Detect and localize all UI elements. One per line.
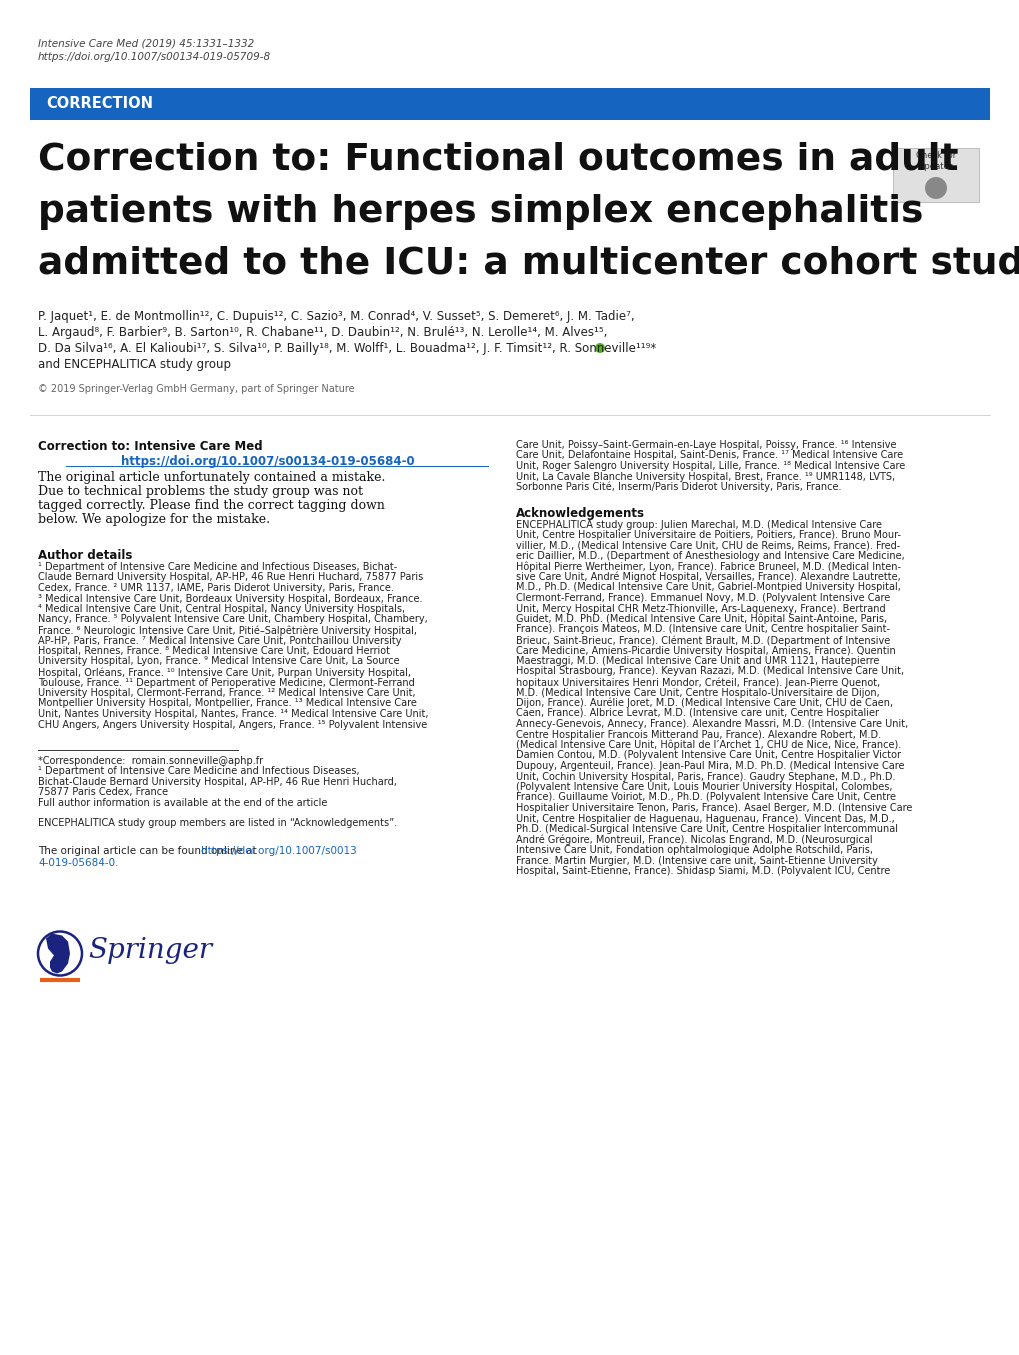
Text: villier, M.D., (Medical Intensive Care Unit, CHU de Reims, Reims, France). Fred-: villier, M.D., (Medical Intensive Care U… (516, 541, 900, 550)
Text: Care Unit, Poissy–Saint-Germain-en-Laye Hospital, Poissy, France. ¹⁶ Intensive: Care Unit, Poissy–Saint-Germain-en-Laye … (516, 440, 896, 450)
Text: Unit, Centre Hospitalier Universitaire de Poitiers, Poitiers, France). Bruno Mou: Unit, Centre Hospitalier Universitaire d… (516, 530, 900, 541)
Text: The original article unfortunately contained a mistake.: The original article unfortunately conta… (38, 472, 385, 484)
Text: Guidet, M.D. PhD. (Medical Intensive Care Unit, Hôpital Saint-Antoine, Paris,: Guidet, M.D. PhD. (Medical Intensive Car… (516, 614, 887, 625)
Text: M.D. (Medical Intensive Care Unit, Centre Hospitalo-Universitaire de Dijon,: M.D. (Medical Intensive Care Unit, Centr… (516, 687, 878, 698)
Text: Dijon, France). Aurélie Joret, M.D. (Medical Intensive Care Unit, CHU de Caen,: Dijon, France). Aurélie Joret, M.D. (Med… (516, 698, 893, 709)
Text: https://doi.org/10.1007/s00134-019-05709-8: https://doi.org/10.1007/s00134-019-05709… (38, 51, 271, 62)
Text: ENCEPHALITICA study group: Julien Marechal, M.D. (Medical Intensive Care: ENCEPHALITICA study group: Julien Marech… (516, 519, 881, 530)
Text: 4-019-05684-0.: 4-019-05684-0. (38, 858, 118, 867)
Text: Maestraggi, M.D. (Medical Intensive Care Unit and UMR 1121, Hautepierre: Maestraggi, M.D. (Medical Intensive Care… (516, 656, 878, 667)
Text: *Correspondence:  romain.sonneville@aphp.fr: *Correspondence: romain.sonneville@aphp.… (38, 756, 263, 766)
Text: Centre Hospitalier Francois Mitterand Pau, France). Alexandre Robert, M.D.: Centre Hospitalier Francois Mitterand Pa… (516, 729, 880, 740)
Text: Unit, Nantes University Hospital, Nantes, France. ¹⁴ Medical Intensive Care Unit: Unit, Nantes University Hospital, Nantes… (38, 709, 428, 720)
Text: (Polyvalent Intensive Care Unit, Louis Mourier University Hospital, Colombes,: (Polyvalent Intensive Care Unit, Louis M… (516, 782, 892, 793)
Text: AP-HP, Paris, France. ⁷ Medical Intensive Care Unit, Pontchaillou University: AP-HP, Paris, France. ⁷ Medical Intensiv… (38, 635, 401, 645)
Text: Full author information is available at the end of the article: Full author information is available at … (38, 798, 327, 808)
Text: Hospital, Saint-Etienne, France). Shidasp Siami, M.D. (Polyvalent ICU, Centre: Hospital, Saint-Etienne, France). Shidas… (516, 866, 890, 875)
Text: Intensive Care Med (2019) 45:1331–1332: Intensive Care Med (2019) 45:1331–1332 (38, 38, 254, 47)
Text: Acknowledgements: Acknowledgements (516, 507, 644, 519)
Text: France. Martin Murgier, M.D. (Intensive care unit, Saint-Etienne University: France. Martin Murgier, M.D. (Intensive … (516, 855, 877, 866)
Text: Dupouy, Argenteuil, France). Jean-Paul Mira, M.D. Ph.D. (Medical Intensive Care: Dupouy, Argenteuil, France). Jean-Paul M… (516, 762, 904, 771)
Polygon shape (46, 934, 70, 973)
Text: France). François Mateos, M.D. (Intensive care Unit, Centre hospitalier Saint-: France). François Mateos, M.D. (Intensiv… (516, 625, 890, 634)
Text: ³ Medical Intensive Care Unit, Bordeaux University Hospital, Bordeaux, France.: ³ Medical Intensive Care Unit, Bordeaux … (38, 593, 422, 603)
Text: Due to technical problems the study group was not: Due to technical problems the study grou… (38, 485, 363, 499)
Text: 75877 Paris Cedex, France: 75877 Paris Cedex, France (38, 787, 168, 798)
Text: and ENCEPHALITICA study group: and ENCEPHALITICA study group (38, 358, 230, 371)
Text: Unit, Mercy Hospital CHR Metz-Thionville, Ars-Laquenexy, France). Bertrand: Unit, Mercy Hospital CHR Metz-Thionville… (516, 603, 884, 614)
Text: University Hospital, Clermont-Ferrand, France. ¹² Medical Intensive Care Unit,: University Hospital, Clermont-Ferrand, F… (38, 688, 415, 698)
Text: admitted to the ICU: a multicenter cohort study: admitted to the ICU: a multicenter cohor… (38, 247, 1019, 282)
Text: University Hospital, Lyon, France. ⁹ Medical Intensive Care Unit, La Source: University Hospital, Lyon, France. ⁹ Med… (38, 657, 399, 667)
Text: Correction to: Intensive Care Med: Correction to: Intensive Care Med (38, 440, 262, 453)
Text: André Grégoire, Montreuil, France). Nicolas Engrand, M.D. (Neurosurgical: André Grégoire, Montreuil, France). Nico… (516, 835, 872, 846)
Circle shape (594, 343, 604, 354)
Text: The original article can be found online at: The original article can be found online… (38, 847, 260, 856)
Text: Hospital Strasbourg, France). Keyvan Razazi, M.D. (Medical Intensive Care Unit,: Hospital Strasbourg, France). Keyvan Raz… (516, 667, 903, 676)
Text: (Medical Intensive Care Unit, Hôpital de l’Archet 1, CHU de Nice, Nice, France).: (Medical Intensive Care Unit, Hôpital de… (516, 740, 901, 751)
Text: CORRECTION: CORRECTION (46, 96, 153, 111)
Bar (892, 148, 978, 202)
Text: Correction to: Functional outcomes in adult: Correction to: Functional outcomes in ad… (38, 142, 958, 178)
Text: ¹ Department of Intensive Care Medicine and Infectious Diseases, Bichat-: ¹ Department of Intensive Care Medicine … (38, 562, 396, 572)
Text: Annecy-Genevois, Annecy, France). Alexandre Massri, M.D. (Intensive Care Unit,: Annecy-Genevois, Annecy, France). Alexan… (516, 720, 907, 729)
Text: © 2019 Springer-Verlag GmbH Germany, part of Springer Nature: © 2019 Springer-Verlag GmbH Germany, par… (38, 383, 355, 394)
Text: Nancy, France. ⁵ Polyvalent Intensive Care Unit, Chambery Hospital, Chambery,: Nancy, France. ⁵ Polyvalent Intensive Ca… (38, 615, 427, 625)
Text: updates: updates (918, 163, 952, 171)
Text: Toulouse, France. ¹¹ Department of Perioperative Medicine, Clermont-Ferrand: Toulouse, France. ¹¹ Department of Perio… (38, 678, 415, 687)
Text: tagged correctly. Please find the correct tagging down: tagged correctly. Please find the correc… (38, 499, 384, 512)
Text: eric Daillier, M.D., (Department of Anesthesiology and Intensive Care Medicine,: eric Daillier, M.D., (Department of Anes… (516, 551, 904, 561)
Text: patients with herpes simplex encephalitis: patients with herpes simplex encephaliti… (38, 194, 922, 230)
Text: Unit, La Cavale Blanche University Hospital, Brest, France. ¹⁹ UMR1148, LVTS,: Unit, La Cavale Blanche University Hospi… (516, 472, 895, 481)
Text: Hospital, Orléans, France. ¹⁰ Intensive Care Unit, Purpan University Hospital,: Hospital, Orléans, France. ¹⁰ Intensive … (38, 667, 411, 678)
Text: CHU Angers, Angers University Hospital, Angers, France. ¹⁵ Polyvalent Intensive: CHU Angers, Angers University Hospital, … (38, 720, 427, 729)
Text: ⁴ Medical Intensive Care Unit, Central Hospital, Nancy University Hospitals,: ⁴ Medical Intensive Care Unit, Central H… (38, 604, 405, 614)
Text: Author details: Author details (38, 549, 132, 562)
Text: ¹ Department of Intensive Care Medicine and Infectious Diseases,: ¹ Department of Intensive Care Medicine … (38, 767, 360, 776)
Text: L. Argaud⁸, F. Barbier⁹, B. Sarton¹⁰, R. Chabane¹¹, D. Daubin¹², N. Brulé¹³, N. : L. Argaud⁸, F. Barbier⁹, B. Sarton¹⁰, R.… (38, 327, 606, 339)
Text: Montpellier University Hospital, Montpellier, France. ¹³ Medical Intensive Care: Montpellier University Hospital, Montpel… (38, 698, 417, 709)
Bar (30, 88, 989, 121)
Text: Cedex, France. ² UMR 1137, IAME, Paris Diderot University, Paris, France.: Cedex, France. ² UMR 1137, IAME, Paris D… (38, 583, 393, 593)
Text: below. We apologize for the mistake.: below. We apologize for the mistake. (38, 514, 270, 526)
Text: Hôpital Pierre Wertheimer, Lyon, France). Fabrice Bruneel, M.D. (Medical Inten-: Hôpital Pierre Wertheimer, Lyon, France)… (516, 561, 900, 572)
Text: Hospitalier Universitaire Tenon, Paris, France). Asael Berger, M.D. (Intensive C: Hospitalier Universitaire Tenon, Paris, … (516, 804, 911, 813)
Text: M.D., Ph.D. (Medical Intensive Care Unit, Gabriel-Montpied University Hospital,: M.D., Ph.D. (Medical Intensive Care Unit… (516, 583, 900, 592)
Text: Unit, Centre Hospitalier de Haguenau, Haguenau, France). Vincent Das, M.D.,: Unit, Centre Hospitalier de Haguenau, Ha… (516, 813, 894, 824)
Text: D. Da Silva¹⁶, A. El Kalioubi¹⁷, S. Silva¹⁰, P. Bailly¹⁸, M. Wolff¹, L. Bouadma¹: D. Da Silva¹⁶, A. El Kalioubi¹⁷, S. Silv… (38, 341, 655, 355)
Text: hopitaux Universitaires Henri Mondor, Créteil, France). Jean-Pierre Quenot,: hopitaux Universitaires Henri Mondor, Cr… (516, 678, 879, 687)
Text: Sorbonne Paris Cité, Inserm/Paris Diderot University, Paris, France.: Sorbonne Paris Cité, Inserm/Paris Didero… (516, 482, 841, 492)
Text: Clermont-Ferrand, France). Emmanuel Novy, M.D. (Polyvalent Intensive Care: Clermont-Ferrand, France). Emmanuel Novy… (516, 593, 890, 603)
Text: ENCEPHALITICA study group members are listed in “Acknowledgements”.: ENCEPHALITICA study group members are li… (38, 818, 396, 828)
Text: Bichat-Claude Bernard University Hospital, AP-HP, 46 Rue Henri Huchard,: Bichat-Claude Bernard University Hospita… (38, 776, 396, 787)
Text: Intensive Care Unit, Fondation ophtalmologique Adolphe Rotschild, Paris,: Intensive Care Unit, Fondation ophtalmol… (516, 846, 872, 855)
Text: Ph.D. (Medical-Surgical Intensive Care Unit, Centre Hospitalier Intercommunal: Ph.D. (Medical-Surgical Intensive Care U… (516, 824, 897, 833)
Text: Unit, Roger Salengro University Hospital, Lille, France. ¹⁸ Medical Intensive Ca: Unit, Roger Salengro University Hospital… (516, 461, 905, 472)
Text: Damien Contou, M.D. (Polyvalent Intensive Care Unit, Centre Hospitalier Victor: Damien Contou, M.D. (Polyvalent Intensiv… (516, 751, 900, 760)
Text: https://doi.org/10.1007/s00134-019-05684-0: https://doi.org/10.1007/s00134-019-05684… (121, 455, 415, 467)
Text: https://doi.org/10.1007/s0013: https://doi.org/10.1007/s0013 (201, 847, 357, 856)
Text: France. ⁶ Neurologic Intensive Care Unit, Pitié–Salpêtrière University Hospital,: France. ⁶ Neurologic Intensive Care Unit… (38, 625, 417, 635)
Text: Care Medicine, Amiens-Picardie University Hospital, Amiens, France). Quentin: Care Medicine, Amiens-Picardie Universit… (516, 645, 895, 656)
Text: Claude Bernard University Hospital, AP-HP, 46 Rue Henri Huchard, 75877 Paris: Claude Bernard University Hospital, AP-H… (38, 573, 423, 583)
Text: Unit, Cochin University Hospital, Paris, France). Gaudry Stephane, M.D., Ph.D.: Unit, Cochin University Hospital, Paris,… (516, 771, 895, 782)
Text: Springer: Springer (88, 936, 212, 963)
Text: Hospital, Rennes, France. ⁸ Medical Intensive Care Unit, Edouard Herriot: Hospital, Rennes, France. ⁸ Medical Inte… (38, 646, 389, 656)
Circle shape (924, 178, 946, 199)
Text: Caen, France). Albrice Levrat, M.D. (Intensive care unit, Centre Hospitalier: Caen, France). Albrice Levrat, M.D. (Int… (516, 709, 878, 718)
Text: France). Guillaume Voiriot, M.D., Ph.D. (Polyvalent Intensive Care Unit, Centre: France). Guillaume Voiriot, M.D., Ph.D. … (516, 793, 895, 802)
Text: P. Jaquet¹, E. de Montmollin¹², C. Dupuis¹², C. Sazio³, M. Conrad⁴, V. Susset⁵, : P. Jaquet¹, E. de Montmollin¹², C. Dupui… (38, 310, 634, 322)
Text: Care Unit, Delafontaine Hospital, Saint-Denis, France. ¹⁷ Medical Intensive Care: Care Unit, Delafontaine Hospital, Saint-… (516, 450, 902, 461)
Text: sive Care Unit, André Mignot Hospital, Versailles, France). Alexandre Lautrette,: sive Care Unit, André Mignot Hospital, V… (516, 572, 900, 583)
Text: Brieuc, Saint-Brieuc, France). Clément Brault, M.D. (Department of Intensive: Brieuc, Saint-Brieuc, France). Clément B… (516, 635, 890, 645)
Text: Check for: Check for (915, 150, 955, 160)
